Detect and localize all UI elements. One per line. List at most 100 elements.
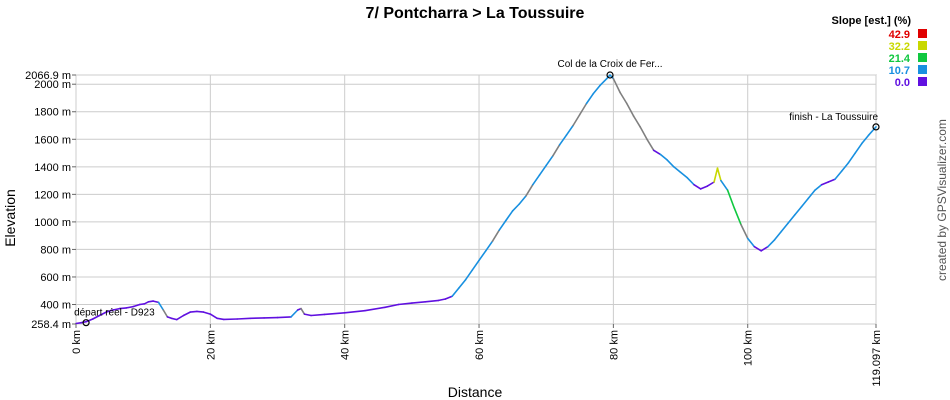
y-axis-ticks: 258.4 m 400 m 600 m 800 m 1000 m 1200 m 1400 m… — [25, 70, 76, 331]
x-tick-label: 60 km — [474, 330, 486, 360]
elevation-segment — [538, 164, 548, 176]
elevation-segment — [807, 189, 816, 200]
elevation-segment — [646, 138, 655, 152]
elevation-segment — [733, 207, 742, 226]
y-axis-label: Elevation — [2, 189, 18, 247]
elevation-segment — [236, 317, 252, 320]
elevation-segment — [760, 245, 769, 252]
y-tick-label: 400 m — [40, 300, 71, 312]
elevation-segment — [478, 250, 487, 262]
elevation-segment — [545, 155, 554, 167]
legend-swatch — [918, 41, 927, 50]
elevation-segment — [605, 74, 611, 80]
legend-entry-label: 32.2 — [889, 41, 910, 53]
elevation-segment — [612, 77, 621, 94]
elevation-segment — [726, 189, 736, 209]
elevation-segment — [182, 311, 191, 317]
elevation-segment — [525, 183, 534, 197]
y-tick-label: 800 m — [40, 244, 71, 256]
chart-title: 7/ Pontcharra > La Toussuire — [366, 5, 585, 22]
elevation-segment — [518, 194, 527, 205]
legend-entry-label: 10.7 — [889, 65, 910, 77]
elevation-segment — [458, 278, 467, 289]
annotations: départ réel - D923 Col de la Croix de Fer… — [74, 59, 880, 327]
elevation-segment — [800, 197, 810, 208]
elevation-segment — [132, 303, 141, 308]
elevation-segment — [105, 309, 114, 313]
elevation-segment — [746, 237, 756, 248]
elevation-segment — [498, 219, 507, 231]
elevation-segment — [753, 245, 763, 252]
plot-area — [75, 74, 877, 325]
elevation-segment — [639, 126, 648, 141]
elevation-segment — [216, 317, 225, 321]
elevation-segment — [424, 299, 440, 303]
credit-text: created by GPSVisualizer.com — [935, 119, 949, 281]
elevation-segment — [578, 102, 588, 116]
elevation-segment — [666, 159, 675, 168]
elevation-segment — [80, 320, 87, 324]
elevation-segment — [867, 126, 877, 136]
elevation-segment — [511, 203, 521, 212]
elevation-segment — [861, 134, 870, 145]
elevation-segment — [632, 115, 642, 128]
waypoint-marker — [872, 123, 880, 131]
elevation-segment — [125, 305, 134, 309]
elevation-segment — [699, 185, 709, 190]
elevation-segment — [85, 318, 94, 323]
elevation-segment — [679, 171, 689, 179]
elevation-segment — [363, 306, 386, 312]
elevation-segment — [323, 311, 346, 316]
elevation-segment — [471, 259, 480, 271]
y-tick-label: 1200 m — [34, 189, 71, 201]
waypoint-marker — [82, 319, 90, 327]
elevation-segment — [780, 222, 789, 233]
elevation-segment — [787, 214, 796, 225]
elevation-segment — [652, 149, 662, 156]
elevation-segment — [170, 317, 178, 321]
y-tick-label: 258.4 m — [31, 319, 71, 331]
elevation-segment — [276, 316, 292, 319]
elevation-segment — [451, 287, 460, 298]
elevation-segment — [659, 153, 668, 161]
elevation-segment — [599, 77, 608, 87]
elevation-segment — [98, 311, 107, 317]
elevation-segment — [384, 303, 400, 309]
elevation-segment — [112, 307, 121, 311]
elevation-segment — [767, 239, 776, 248]
legend-swatch — [918, 29, 927, 38]
elevation-segment — [720, 179, 729, 191]
elevation-segment — [592, 84, 601, 95]
x-axis-ticks: 0 km 20 km 40 km 60 km 80 km 100 km 119.097 km — [71, 324, 883, 387]
legend-swatch — [918, 77, 927, 86]
legend-swatch — [918, 53, 927, 62]
y-tick-label: 2000 m — [34, 79, 71, 91]
legend-entry-label: 42.9 — [889, 29, 910, 41]
elevation-segment — [437, 298, 447, 302]
elevation-segment — [162, 309, 169, 318]
elevation-segment — [464, 269, 474, 281]
elevation-segment — [209, 313, 218, 320]
elevation-segment — [814, 183, 823, 191]
elevation-segment — [552, 144, 561, 157]
slope-legend: Slope [est.] (%) 42.932.221.410.70.0 — [832, 15, 927, 89]
waypoint-label: départ réel - D923 — [74, 308, 155, 319]
elevation-segment — [92, 314, 101, 320]
legend-title: Slope [est.] (%) — [832, 15, 912, 27]
elevation-segment — [793, 205, 803, 216]
waypoint-label: Col de la Croix de Fer... — [557, 59, 662, 70]
y-tick-label: 1000 m — [34, 217, 71, 229]
elevation-segment — [558, 134, 568, 146]
y-tick-label: 1800 m — [34, 107, 71, 119]
elevation-segment — [625, 102, 635, 117]
elevation-segment — [157, 301, 165, 311]
elevation-segment — [505, 210, 514, 222]
elevation-segment — [444, 295, 454, 300]
waypoint-label: finish - La Toussuire — [789, 112, 878, 123]
legend-swatch — [918, 65, 927, 74]
elevation-segment — [176, 314, 185, 321]
elevation-segment — [397, 302, 413, 306]
elevation-segment — [303, 313, 312, 317]
